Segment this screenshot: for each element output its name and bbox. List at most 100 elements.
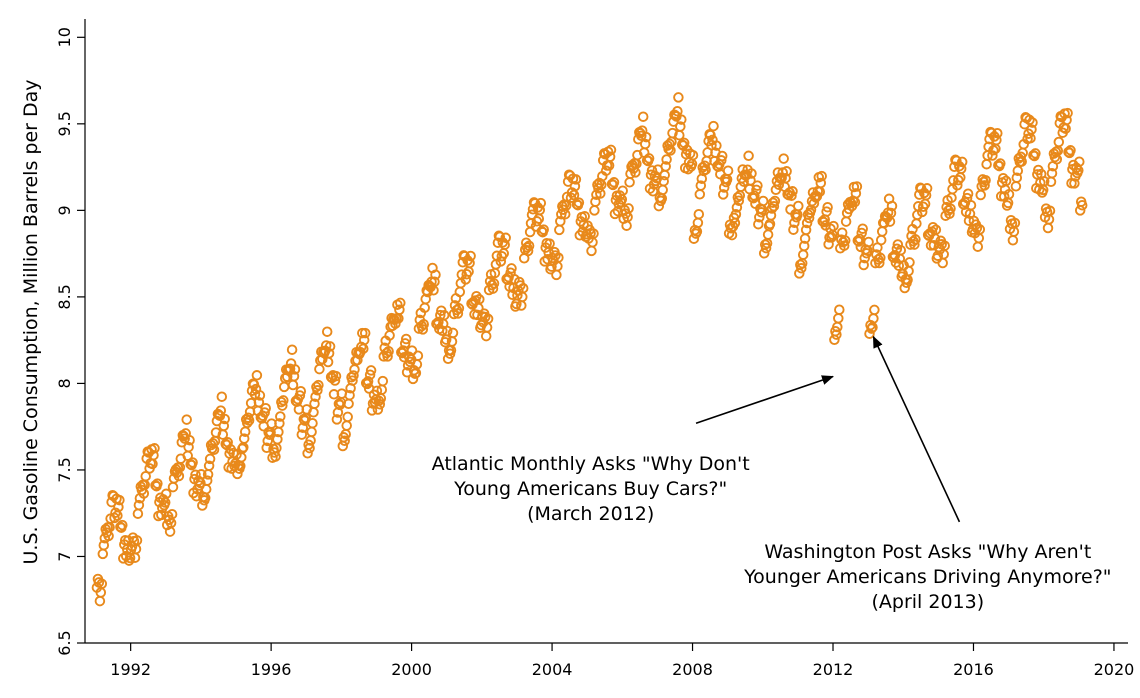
data-point — [1010, 181, 1022, 192]
data-point — [904, 257, 915, 268]
data-point — [632, 149, 643, 161]
data-point — [1061, 114, 1072, 126]
data-point — [637, 111, 649, 122]
data-point — [535, 197, 547, 209]
data-point — [471, 290, 482, 302]
data-point — [349, 364, 360, 375]
data-point — [1071, 162, 1082, 174]
data-point — [109, 512, 120, 524]
data-point — [1030, 148, 1041, 159]
data-point — [1053, 136, 1065, 148]
x-tick-label: 1992 — [110, 660, 151, 679]
data-point — [296, 429, 308, 440]
data-point — [554, 224, 565, 236]
data-point — [181, 414, 192, 425]
data-point — [275, 411, 286, 422]
data-point — [377, 375, 389, 387]
data-point — [565, 192, 577, 203]
data-point — [876, 226, 888, 237]
annotation-text: Atlantic Monthly Asks "Why Don't — [432, 453, 750, 475]
data-point — [553, 252, 564, 263]
data-point — [843, 203, 855, 215]
data-point — [341, 420, 352, 431]
annotation-text: Young Americans Buy Cars?" — [453, 478, 727, 500]
data-point — [646, 165, 658, 176]
data-point — [429, 276, 440, 287]
data-point — [722, 165, 734, 176]
data-point — [758, 248, 770, 259]
data-point — [695, 180, 707, 191]
data-point — [418, 318, 429, 330]
data-point — [705, 129, 716, 141]
data-point — [944, 208, 955, 220]
y-tick-label: 9 — [55, 205, 74, 215]
data-point — [278, 381, 290, 393]
data-point — [219, 413, 230, 425]
data-point — [482, 313, 494, 325]
data-point — [793, 200, 804, 212]
data-point — [717, 189, 729, 200]
data-point — [921, 183, 933, 194]
data-point — [1042, 222, 1054, 234]
data-point — [752, 180, 763, 191]
data-point — [874, 257, 885, 269]
data-point — [730, 209, 742, 220]
data-point — [499, 239, 510, 250]
data-point — [962, 188, 974, 199]
data-point — [974, 224, 986, 235]
data-point — [1024, 114, 1035, 126]
data-point — [829, 334, 840, 346]
annotation-text: Washington Post Asks "Why Aren't — [764, 541, 1091, 563]
data-point — [347, 375, 358, 386]
data-point — [834, 304, 845, 315]
data-point — [893, 260, 905, 271]
data-point — [131, 535, 143, 546]
data-point — [899, 282, 910, 294]
data-point — [939, 240, 950, 251]
data-point — [342, 411, 353, 423]
data-point — [330, 370, 342, 382]
data-point — [200, 483, 212, 495]
data-point — [312, 385, 323, 396]
data-point — [132, 508, 144, 519]
data-point — [743, 150, 754, 162]
data-point — [875, 252, 886, 264]
data-point — [624, 177, 635, 188]
y-tick-label: 7 — [55, 551, 74, 561]
data-point — [527, 204, 539, 215]
data-point — [787, 186, 798, 197]
data-point — [1034, 184, 1045, 195]
data-point — [187, 457, 198, 468]
data-point — [533, 213, 545, 224]
data-point — [687, 149, 699, 161]
data-point — [711, 140, 722, 151]
data-point — [661, 154, 672, 165]
data-point — [745, 175, 756, 186]
data-point — [675, 121, 686, 132]
data-point — [604, 151, 616, 163]
x-tick-label: 2012 — [813, 660, 854, 679]
y-axis-title: U.S. Gasoline Consumption, Million Barre… — [20, 79, 42, 564]
data-point — [892, 239, 904, 250]
y-axis-ticks: 6.5 7 7.5 8 8.5 9 9.5 10 — [55, 27, 85, 656]
data-point — [149, 443, 160, 454]
data-point — [731, 202, 743, 213]
data-point — [113, 501, 124, 513]
data-point — [815, 177, 827, 189]
data-point — [522, 245, 534, 257]
data-point — [453, 303, 465, 314]
data-point — [94, 595, 106, 607]
data-point — [955, 163, 967, 175]
data-point — [362, 376, 374, 387]
data-point — [1007, 235, 1019, 246]
data-points — [91, 92, 1088, 607]
data-point — [461, 268, 472, 280]
data-point — [156, 509, 167, 521]
data-point — [277, 400, 288, 411]
data-point — [324, 341, 336, 352]
data-point — [588, 228, 599, 239]
data-point — [289, 364, 301, 375]
data-point — [272, 434, 283, 445]
x-axis-ticks: 1992 1996 2000 2004 2008 2012 2016 2020 — [110, 643, 1134, 679]
data-point — [797, 249, 809, 260]
